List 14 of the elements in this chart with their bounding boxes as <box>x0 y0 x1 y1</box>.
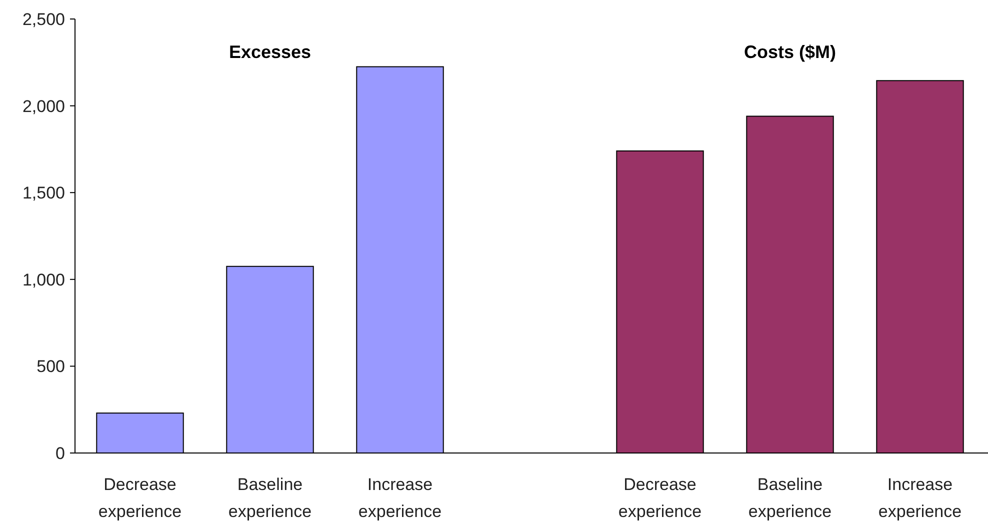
annotation: Costs ($M) <box>744 42 836 62</box>
y-tick-label: 2,000 <box>22 96 65 116</box>
y-tick-label: 0 <box>56 444 65 463</box>
x-tick-label: Increase experience <box>358 475 442 521</box>
y-tick-label: 2,500 <box>22 10 65 29</box>
x-tick-label: Decrease experience <box>618 475 702 521</box>
y-tick-label: 500 <box>36 357 65 376</box>
y-tick-label: 1,000 <box>22 270 65 290</box>
x-tick-label: Decrease experience <box>98 475 182 521</box>
y-tick-label: 1,500 <box>22 184 65 203</box>
x-tick-label: Increase experience <box>878 475 962 521</box>
x-tick-label: Baseline experience <box>228 475 312 521</box>
x-tick-label: Baseline experience <box>748 475 832 521</box>
annotation: Excesses <box>228 42 312 62</box>
